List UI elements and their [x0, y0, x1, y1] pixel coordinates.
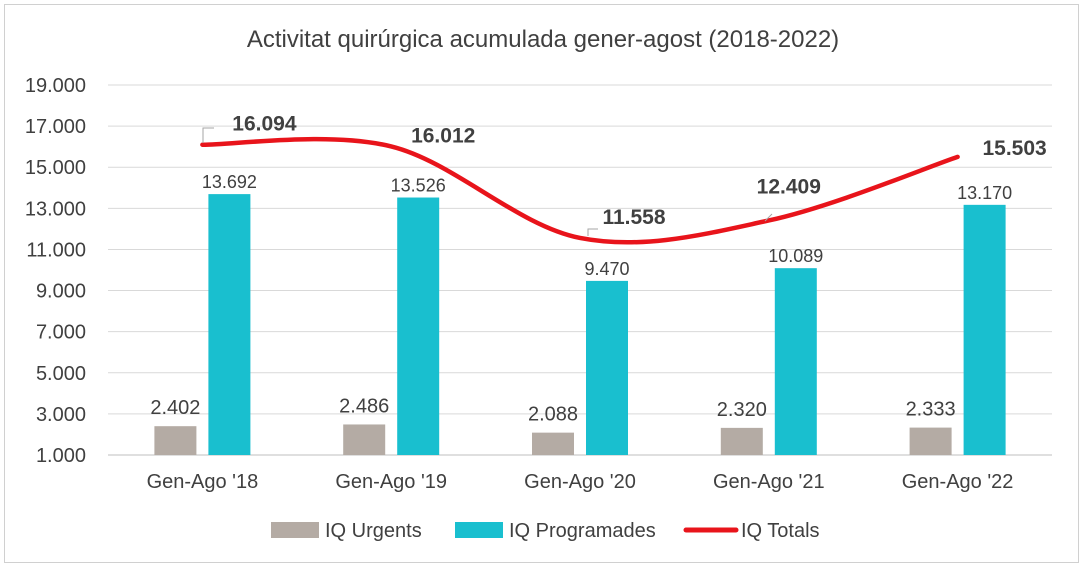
label-leader-line — [587, 228, 598, 236]
label-iq-urgents: 2.088 — [528, 404, 578, 426]
x-category-label: Gen-Ago '21 — [713, 471, 825, 493]
y-tick-label: 5.000 — [36, 363, 86, 385]
label-iq-totals: 12.409 — [757, 175, 821, 198]
label-leader-line — [764, 213, 773, 222]
y-tick-label: 11.000 — [26, 239, 86, 261]
line-iq-totals — [200, 136, 960, 245]
bar-iq-urgents — [720, 427, 763, 455]
label-iq-programades: 9.470 — [584, 259, 629, 279]
label-iq-urgents: 2.333 — [906, 399, 956, 421]
label-iq-urgents: 2.486 — [339, 395, 389, 417]
bar-iq-programades — [963, 204, 1006, 455]
totals-line — [200, 136, 960, 245]
y-tick-label: 19.000 — [25, 75, 86, 97]
y-tick-label: 1.000 — [36, 445, 86, 467]
chart-frame — [4, 4, 1079, 563]
bar-iq-urgents — [532, 432, 574, 455]
label-iq-urgents: 2.320 — [717, 399, 767, 421]
y-tick-label: 7.000 — [36, 322, 86, 344]
label-iq-urgents: 2.402 — [150, 397, 200, 419]
label-iq-programades: 13.526 — [391, 176, 446, 196]
x-category-label: Gen-Ago '18 — [147, 471, 259, 493]
bar-iq-programades — [397, 197, 440, 455]
bar-iq-programades — [774, 268, 817, 455]
label-leader-line — [202, 127, 214, 143]
label-iq-totals: 11.558 — [602, 206, 665, 229]
bar-iq-programades — [208, 194, 251, 455]
label-iq-programades: 13.692 — [202, 172, 257, 192]
legend-swatch-iq-programades — [455, 522, 503, 538]
bar-iq-urgents — [343, 424, 386, 455]
bars — [154, 194, 1006, 455]
chart-title: Activitat quirúrgica acumulada gener-ago… — [247, 26, 839, 53]
y-tick-label: 17.000 — [25, 116, 86, 138]
label-iq-programades: 13.170 — [957, 183, 1012, 203]
data-labels: 2.402 13.692 2.486 13.526 2.088 9.470 2.320 10.… — [150, 113, 1046, 426]
bar-iq-programades — [586, 280, 628, 455]
label-iq-totals: 16.094 — [232, 113, 297, 136]
legend-label-iq-totals: IQ Totals — [741, 520, 820, 542]
bar-iq-urgents — [154, 426, 197, 455]
legend-label-iq-programades: IQ Programades — [509, 520, 656, 542]
y-tick-label: 15.000 — [25, 157, 86, 179]
y-tick-label: 13.000 — [25, 198, 86, 220]
x-category-label: Gen-Ago '22 — [902, 471, 1014, 493]
bar-iq-urgents — [909, 427, 952, 455]
x-category-label: Gen-Ago '19 — [335, 471, 447, 493]
label-iq-totals: 15.503 — [982, 137, 1046, 160]
y-tick-label: 3.000 — [36, 404, 86, 426]
legend-swatch-iq-urgents — [271, 522, 319, 538]
label-iq-programades: 10.089 — [768, 246, 823, 266]
y-axis-ticks: 1.000 3.000 5.000 7.000 9.000 11.000 13.000 15.… — [25, 75, 86, 467]
legend-label-iq-urgents: IQ Urgents — [325, 520, 422, 542]
legend: IQ Urgents IQ Programades IQ Totals — [271, 520, 820, 542]
x-category-label: Gen-Ago '20 — [524, 471, 636, 493]
x-axis-categories: Gen-Ago '18 Gen-Ago '19 Gen-Ago '20 Gen-Ago… — [147, 471, 1014, 493]
y-tick-label: 9.000 — [36, 281, 86, 303]
grid-lines — [108, 84, 1052, 456]
label-iq-totals: 16.012 — [411, 124, 475, 147]
